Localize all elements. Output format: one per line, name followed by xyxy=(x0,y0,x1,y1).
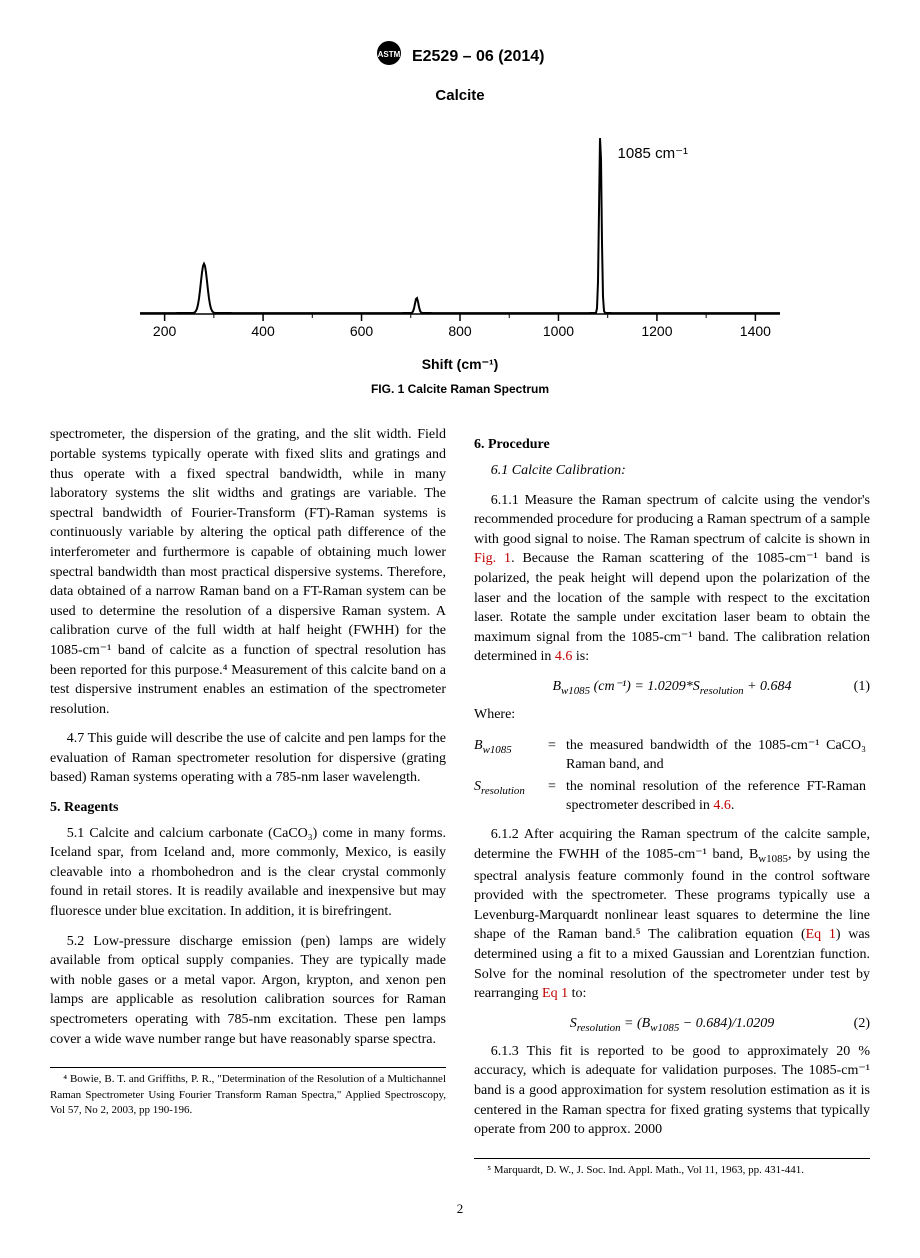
where-definitions: Bw1085 = the measured bandwidth of the 1… xyxy=(474,735,870,817)
raman-spectrum-chart: 200 400 600 800 1000 1200 1400 1085 cm⁻¹ Shift … xyxy=(50,114,870,374)
x-axis-label: Shift (cm⁻¹) xyxy=(50,355,870,375)
footnote-5: ⁵ Marquardt, D. W., J. Soc. Ind. Appl. M… xyxy=(474,1163,870,1178)
svg-text:1400: 1400 xyxy=(740,323,771,339)
section-5-head: 5. Reagents xyxy=(50,798,446,818)
para-6-1-1: 6.1.1 Measure the Raman spectrum of calc… xyxy=(474,491,870,667)
para-5-2: 5.2 Low-pressure discharge emission (pen… xyxy=(50,932,446,1050)
ref-4-6-a[interactable]: 4.6 xyxy=(555,649,573,664)
page-number: 2 xyxy=(50,1200,870,1218)
section-6-1-head: 6.1 Calcite Calibration: xyxy=(474,461,870,481)
body-columns: spectrometer, the dispersion of the grat… xyxy=(50,425,870,1180)
equation-1: Bw1085 (cm⁻¹) = 1.0209*Sresolution + 0.6… xyxy=(474,677,870,699)
equation-2: Sresolution = (Bw1085 − 0.684)/1.0209 (2… xyxy=(474,1014,870,1036)
page-header: ASTM E2529 – 06 (2014) xyxy=(50,40,870,73)
where-bw-sym: Bw1085 xyxy=(474,735,548,776)
svg-text:ASTM: ASTM xyxy=(377,50,400,59)
para-4-7: 4.7 This guide will describe the use of … xyxy=(50,729,446,788)
figure-title: Calcite xyxy=(50,85,870,106)
where-s-sym: Sresolution xyxy=(474,776,548,817)
eq-1-ref-2[interactable]: Eq 1 xyxy=(542,986,568,1001)
astm-logo-icon: ASTM xyxy=(376,40,402,73)
fig-1-ref[interactable]: Fig. 1 xyxy=(474,551,511,566)
where-s-def: the nominal resolution of the reference … xyxy=(566,776,870,817)
right-column: 6. Procedure 6.1 Calcite Calibration: 6.… xyxy=(474,425,870,1180)
para-continuation: spectrometer, the dispersion of the grat… xyxy=(50,425,446,719)
svg-text:1000: 1000 xyxy=(543,323,574,339)
para-5-1: 5.1 Calcite and calcium carbonate (CaCO₃… xyxy=(50,824,446,922)
figure-caption: FIG. 1 Calcite Raman Spectrum xyxy=(50,381,870,398)
svg-text:200: 200 xyxy=(153,323,177,339)
eq-1-ref[interactable]: Eq 1 xyxy=(806,927,836,942)
svg-text:600: 600 xyxy=(350,323,374,339)
section-6-head: 6. Procedure xyxy=(474,435,870,455)
svg-text:800: 800 xyxy=(448,323,472,339)
para-6-1-3: 6.1.3 This fit is reported to be good to… xyxy=(474,1042,870,1140)
right-footnotes: ⁵ Marquardt, D. W., J. Soc. Ind. Appl. M… xyxy=(474,1158,870,1178)
left-footnotes: ⁴ Bowie, B. T. and Griffiths, P. R., "De… xyxy=(50,1067,446,1118)
where-bw-def: the measured bandwidth of the 1085-cm⁻¹ … xyxy=(566,735,870,776)
footnote-4: ⁴ Bowie, B. T. and Griffiths, P. R., "De… xyxy=(50,1072,446,1118)
ref-4-6-b[interactable]: 4.6 xyxy=(713,798,731,813)
where-label: Where: xyxy=(474,705,870,725)
svg-text:400: 400 xyxy=(251,323,275,339)
left-column: spectrometer, the dispersion of the grat… xyxy=(50,425,446,1180)
svg-text:1085 cm⁻¹: 1085 cm⁻¹ xyxy=(618,146,688,163)
svg-text:1200: 1200 xyxy=(641,323,672,339)
para-6-1-2: 6.1.2 After acquiring the Raman spectrum… xyxy=(474,825,870,1004)
designation: E2529 – 06 (2014) xyxy=(412,48,545,65)
